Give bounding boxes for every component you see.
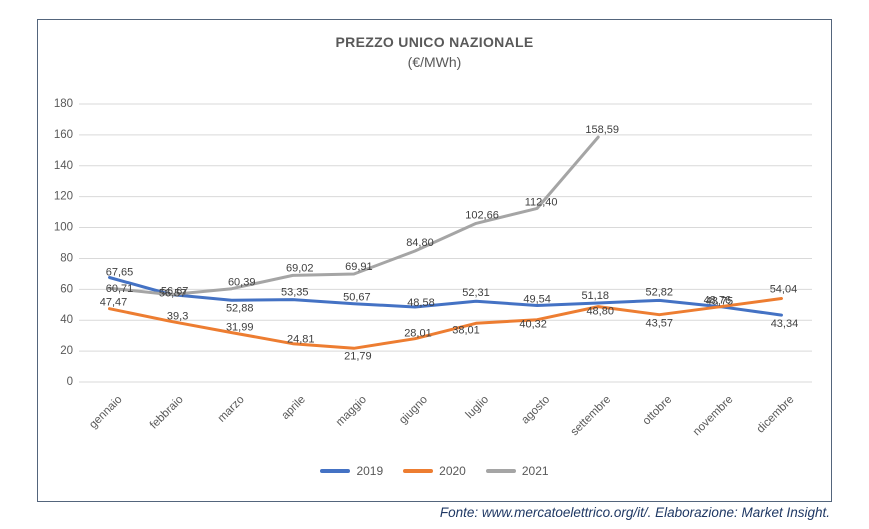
data-label-2021: 60,71 xyxy=(106,283,134,295)
data-label-2021: 112,40 xyxy=(525,196,558,208)
data-label-2020: 48,80 xyxy=(586,306,614,318)
x-tick-label: ottobre xyxy=(641,394,675,428)
source-note: Fonte: www.mercatoelettrico.org/it/. Ela… xyxy=(439,505,830,520)
data-label-2021: 69,91 xyxy=(345,261,373,273)
data-label-2021: 102,66 xyxy=(465,209,499,221)
data-label-2021: 158,59 xyxy=(585,124,619,136)
chart-title-block: PREZZO UNICO NAZIONALE (€/MWh) xyxy=(38,34,831,70)
data-label-2019: 43,34 xyxy=(771,318,799,330)
y-tick-label: 40 xyxy=(60,314,73,326)
data-label-2021: 60,39 xyxy=(228,277,256,289)
chart-legend: 2019 2020 2021 xyxy=(38,464,831,478)
y-tick-label: 0 xyxy=(67,376,73,388)
legend-item-2019: 2019 xyxy=(320,464,383,478)
y-tick-label: 80 xyxy=(60,252,73,264)
chart-subtitle: (€/MWh) xyxy=(407,54,462,70)
data-label-2019: 49,54 xyxy=(523,293,551,305)
data-label-2020: 43,57 xyxy=(646,318,674,330)
data-label-2021: 84,80 xyxy=(406,237,434,249)
x-tick-label: aprile xyxy=(280,394,308,422)
series-line-2019 xyxy=(108,276,783,317)
y-tick-label: 20 xyxy=(60,345,73,357)
legend-item-2021: 2021 xyxy=(485,464,549,478)
x-tick-label: febbraio xyxy=(148,394,186,432)
legend-swatch-2019 xyxy=(320,469,351,473)
data-label-2021: 69,02 xyxy=(286,262,314,274)
x-tick-label: luglio xyxy=(464,394,491,421)
data-label-2020: 24,81 xyxy=(287,334,315,346)
series-line-2021 xyxy=(108,135,600,297)
data-label-2020: 47,47 xyxy=(100,297,128,309)
chart-title: PREZZO UNICO NAZIONALE xyxy=(335,34,534,50)
y-tick-label: 60 xyxy=(60,283,73,295)
data-label-2021: 56,57 xyxy=(159,288,187,300)
data-label-2019: 52,88 xyxy=(226,302,254,314)
data-label-2019: 51,18 xyxy=(581,290,609,302)
y-tick-label: 100 xyxy=(54,222,73,234)
legend-label-2019: 2019 xyxy=(356,464,384,478)
data-label-2020: 21,79 xyxy=(344,350,372,362)
data-label-2020: 28,01 xyxy=(404,328,432,340)
data-label-2020: 54,04 xyxy=(770,284,798,296)
y-tick-label: 160 xyxy=(54,129,73,141)
data-label-2019: 56,67 xyxy=(161,285,189,297)
series-line-2020 xyxy=(108,297,783,350)
data-label-2020: 31,99 xyxy=(226,322,254,334)
data-label-2019: 48,76 xyxy=(704,295,732,307)
data-label-2019: 48,58 xyxy=(407,297,435,309)
chart-frame: PREZZO UNICO NAZIONALE (€/MWh) 0 20 40 60 80… xyxy=(37,19,832,502)
legend-item-2020: 2020 xyxy=(403,464,466,478)
data-label-2020: 48,75 xyxy=(706,296,734,308)
chart-canvas: 0 20 40 60 80 100 120 140 160 180 gennaio febbraio m… xyxy=(54,98,812,439)
legend-label-2021: 2021 xyxy=(521,464,549,478)
data-label-2019: 67,65 xyxy=(106,267,134,279)
x-tick-label: novembre xyxy=(691,394,736,439)
x-tick-label: agosto xyxy=(519,394,552,427)
x-tick-label: settembre xyxy=(569,394,614,439)
x-tick-label: dicembre xyxy=(755,394,797,436)
data-label-2020: 39,3 xyxy=(167,310,188,322)
x-tick-label: giugno xyxy=(397,394,430,427)
data-label-2019: 50,67 xyxy=(343,292,371,304)
legend-swatch-2020 xyxy=(403,469,434,473)
y-tick-label: 120 xyxy=(54,191,73,203)
x-tick-label: maggio xyxy=(334,394,369,429)
x-tick-label: gennaio xyxy=(87,394,124,431)
y-tick-label: 140 xyxy=(54,160,73,172)
legend-label-2020: 2020 xyxy=(439,464,466,478)
data-label-2019: 52,82 xyxy=(646,286,674,298)
data-label-2019: 53,35 xyxy=(281,287,309,299)
data-label-2020: 40,32 xyxy=(519,319,547,331)
x-tick-label: marzo xyxy=(216,394,247,425)
legend-swatch-2021 xyxy=(485,469,516,473)
y-tick-label: 180 xyxy=(54,98,73,110)
data-label-2020: 38,01 xyxy=(452,324,480,336)
data-label-2019: 52,31 xyxy=(462,287,490,299)
